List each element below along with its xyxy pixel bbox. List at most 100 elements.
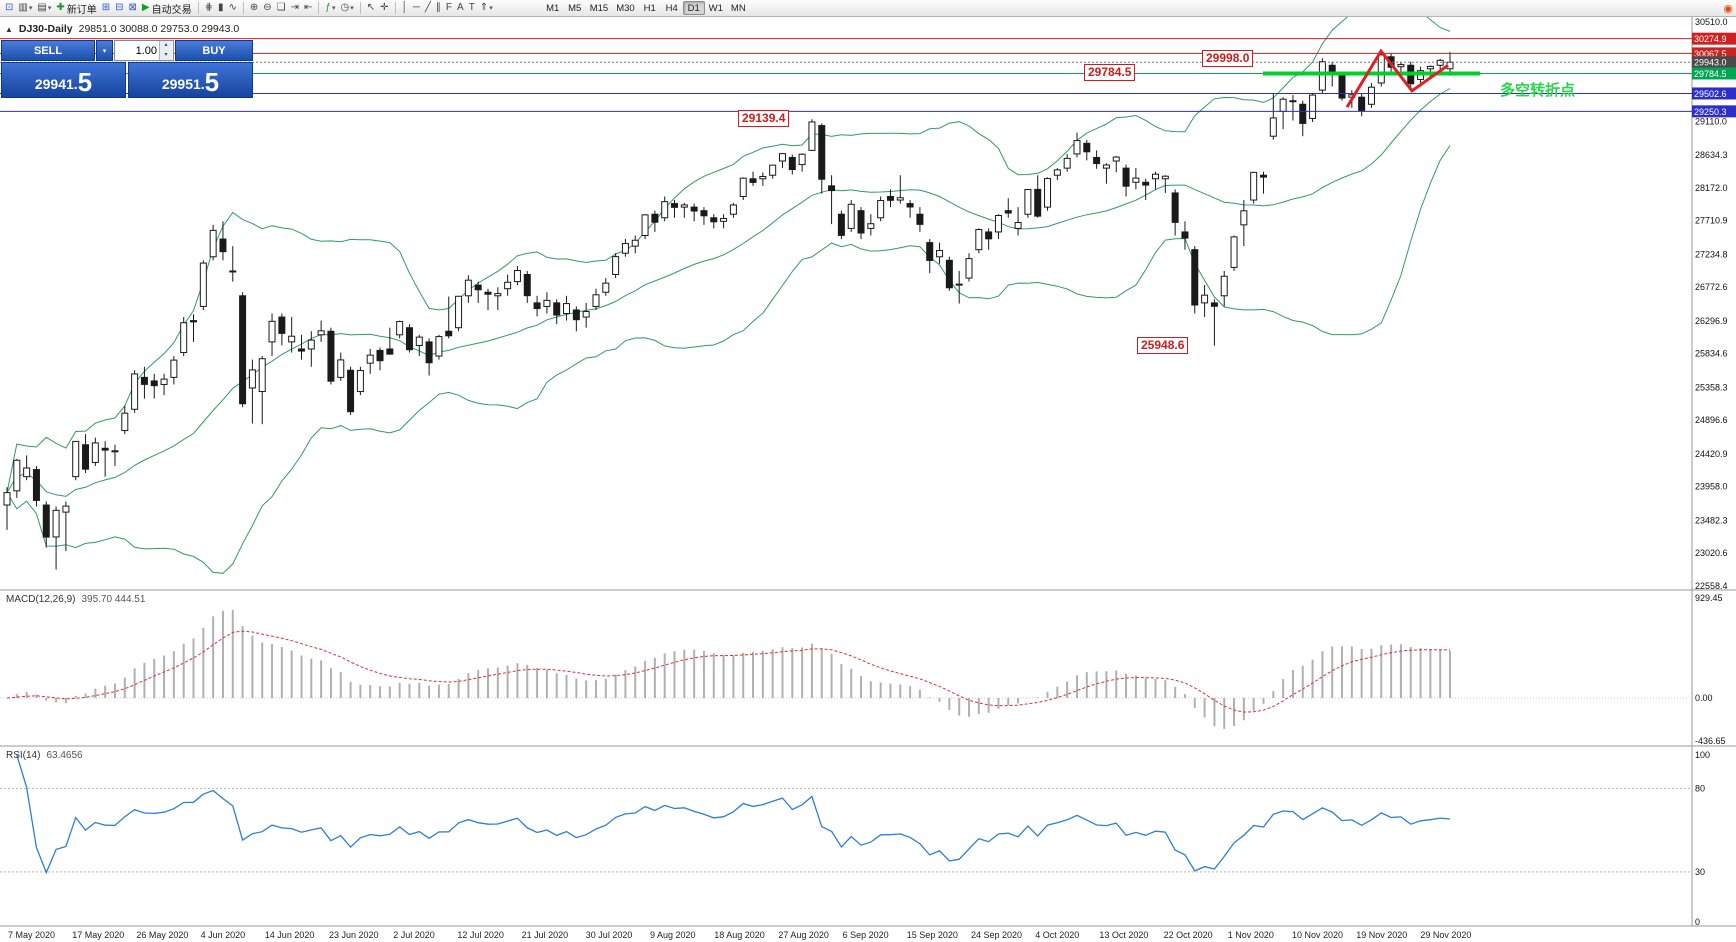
buy-button[interactable]: BUY — [175, 40, 253, 61]
fibonacci-button[interactable]: F — [444, 1, 454, 15]
rsi-value: 63.4656 — [46, 750, 83, 761]
candle-body — [857, 210, 865, 234]
candle-body — [1338, 75, 1346, 99]
timeframe-m1[interactable]: M1 — [542, 1, 564, 15]
data-window-button[interactable]: ⊟ — [113, 1, 125, 15]
vertical-line-button[interactable]: │ — [400, 1, 410, 15]
timeframe-d1[interactable]: D1 — [682, 1, 705, 15]
timeframe-h1[interactable]: H1 — [639, 1, 661, 15]
fibonacci-icon: F — [445, 2, 453, 13]
profiles-button[interactable]: ▤ ▾ — [35, 1, 53, 15]
lot-size-box: ▴ ▾ — [114, 40, 174, 61]
terminal-button[interactable]: ⊠ — [127, 1, 139, 15]
candle-body — [661, 201, 669, 219]
zoom-out-button[interactable]: ⊖ — [261, 1, 273, 15]
timeframe-m5[interactable]: M5 — [564, 1, 586, 15]
candle-body — [1063, 157, 1071, 169]
toolbar-separator — [359, 2, 361, 14]
timeframe-m30[interactable]: M30 — [612, 1, 638, 15]
candle-body — [415, 336, 423, 346]
autotrading-button[interactable]: ▶ 自动交易 — [140, 1, 194, 16]
new-order-button[interactable]: ✚ 新订单 — [54, 1, 98, 16]
candle-body — [700, 210, 708, 217]
candle-body — [710, 217, 718, 223]
channel-button[interactable]: ∥ — [434, 1, 443, 15]
candle-body — [160, 378, 168, 385]
bar-chart-button[interactable]: ⋕ — [203, 1, 215, 15]
candle-body — [209, 229, 217, 258]
sell-price-display[interactable]: 29941. 5 — [1, 62, 126, 98]
zoom-in-button[interactable]: ⊕ — [248, 1, 260, 15]
crosshair-button[interactable]: ✛ — [378, 1, 390, 15]
candle-body — [837, 213, 845, 236]
candle-body — [229, 270, 237, 273]
date-axis-label: 17 May 2020 — [72, 930, 124, 940]
profiles-button-caret-icon: ▾ — [47, 5, 52, 12]
price-tag-text: 30274.9 — [1694, 34, 1727, 44]
price-axis-label: 26296.9 — [1695, 316, 1728, 326]
horizontal-line-button[interactable]: ─ — [411, 1, 422, 15]
candle-body — [32, 469, 40, 501]
collapse-panel-icon[interactable]: ▲ — [5, 24, 13, 34]
date-axis-label: 15 Sep 2020 — [907, 930, 958, 940]
app-icon-button[interactable]: ⊡ — [3, 1, 15, 15]
indicators-button-caret-icon: ▾ — [331, 5, 336, 12]
lot-increase-button[interactable]: ▴ — [160, 41, 172, 51]
arrows-button[interactable]: ⇑ ▾ — [478, 1, 495, 15]
cursor-button[interactable]: ↖ — [365, 1, 377, 15]
timeframe-mn[interactable]: MN — [727, 1, 750, 15]
label-button[interactable]: T — [467, 1, 477, 15]
line-chart-button[interactable]: ∿ — [227, 1, 239, 15]
date-axis-label: 12 Jul 2020 — [457, 930, 504, 940]
trendline-button[interactable]: ╱ — [423, 1, 433, 15]
candle-body — [1053, 169, 1061, 176]
candle-body — [3, 492, 11, 506]
candle-body — [1240, 210, 1248, 226]
order-options-caret[interactable]: ▾ — [96, 40, 113, 61]
tile-windows-button[interactable]: ❏ — [275, 1, 288, 15]
new-chart-button[interactable]: ▥ ▾ — [16, 1, 34, 15]
autotrading-button-label: 自动交易 — [151, 4, 192, 16]
price-tag: 29784.5 — [1692, 67, 1736, 80]
periods-button[interactable]: ◷ ▾ — [339, 1, 356, 15]
date-axis-label: 2 Jul 2020 — [393, 930, 435, 940]
timeframe-w1[interactable]: W1 — [705, 1, 727, 15]
candle-body — [582, 311, 590, 318]
candle-body — [553, 302, 561, 316]
lot-spinner: ▴ ▾ — [159, 41, 172, 60]
candle-body — [1358, 96, 1366, 111]
text-button[interactable]: A — [455, 1, 466, 15]
date-axis-label: 14 Jun 2020 — [265, 930, 315, 940]
lot-size-input[interactable] — [115, 41, 159, 60]
candle-body — [1309, 94, 1317, 119]
candle-body — [1171, 192, 1179, 223]
market-watch-button[interactable]: ⊞ — [100, 1, 112, 15]
lot-decrease-button[interactable]: ▾ — [160, 50, 172, 60]
price-tag-box — [1692, 67, 1736, 80]
timeframe-h4[interactable]: H4 — [661, 1, 683, 15]
price-tag: 30274.9 — [1692, 32, 1736, 45]
candlestick-chart-button[interactable]: ▮ — [216, 1, 226, 15]
candle-body — [1093, 156, 1101, 165]
price-tag-text: 29250.3 — [1694, 107, 1727, 117]
auto-scroll-button[interactable]: ⇥ — [289, 1, 301, 15]
price-axis-label: 25358.3 — [1695, 382, 1728, 392]
sell-button[interactable]: SELL — [1, 40, 95, 61]
candle-body — [1230, 236, 1238, 268]
arrows-icon: ⇑ — [479, 2, 489, 13]
zigzag-drawing[interactable] — [1345, 48, 1449, 108]
candle-body — [621, 243, 629, 254]
candle-body — [1132, 177, 1140, 183]
candle-body — [778, 153, 786, 162]
buy-price-display[interactable]: 29951. 5 — [128, 62, 253, 98]
indicators-button[interactable]: ƒ ▾ — [323, 1, 337, 15]
periods-button-caret-icon: ▾ — [350, 5, 354, 12]
candle-body — [23, 467, 31, 478]
macd-name: MACD(12,26,9) — [6, 594, 76, 605]
chart-shift-button[interactable]: ⇤ — [302, 1, 314, 15]
candle-body — [455, 295, 463, 329]
candlestick-chart-icon: ▮ — [217, 2, 224, 13]
timeframe-m15[interactable]: M15 — [586, 1, 612, 15]
candle-body — [1397, 64, 1405, 68]
